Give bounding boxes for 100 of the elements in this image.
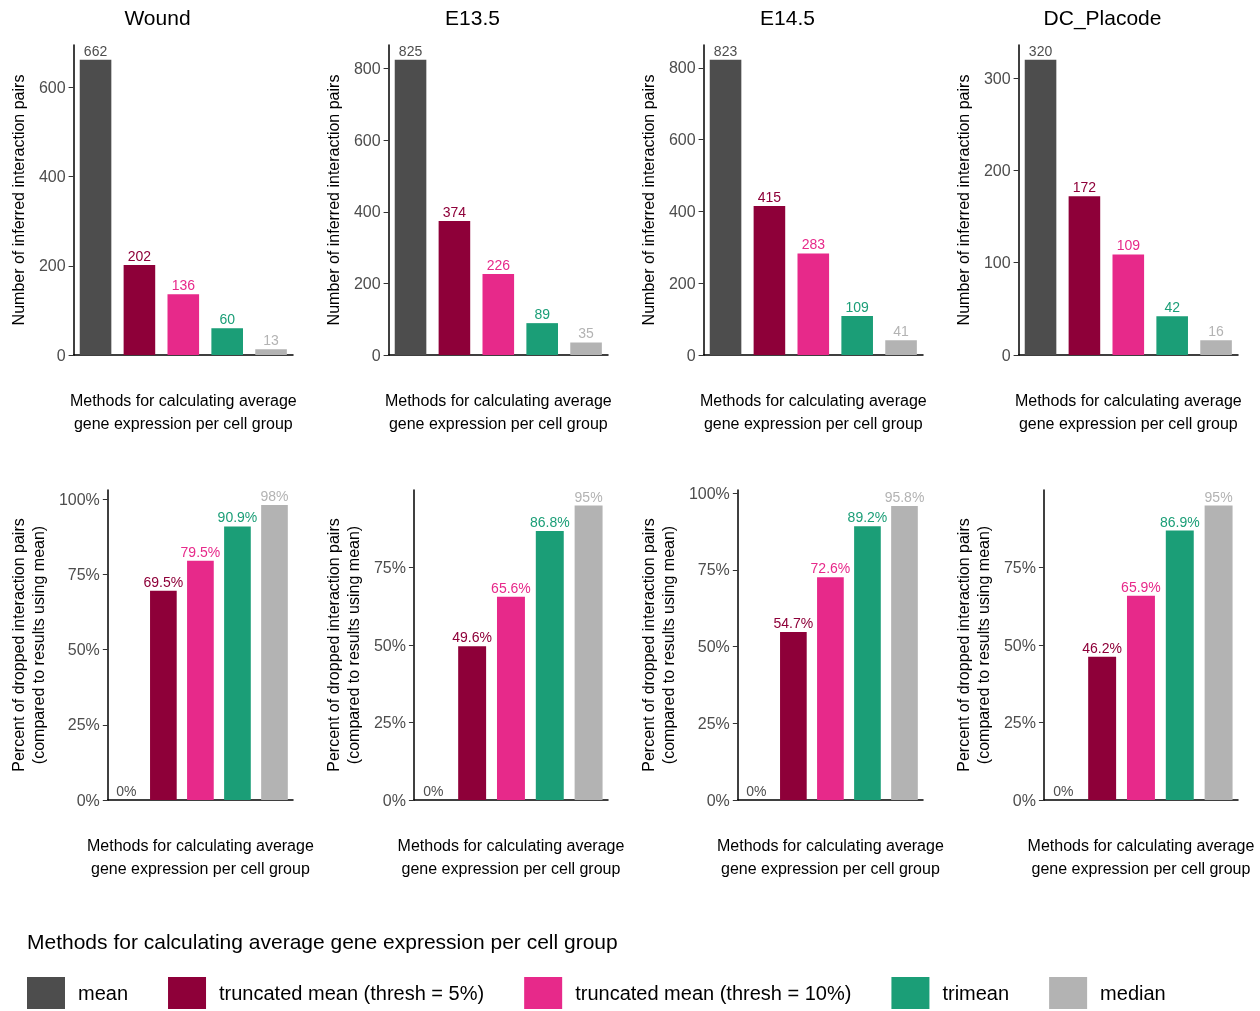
x-axis-title: Methods for calculating average gene expression per cell group xyxy=(397,837,625,877)
chart-title: E13.5 xyxy=(445,6,500,29)
y-tick-label: 25% xyxy=(697,714,730,732)
y-axis-title: Number of inferred interaction pairs xyxy=(9,74,27,326)
x-axis-title: Methods for calculating average gene expression per cell group xyxy=(1027,837,1255,877)
data-label: 374 xyxy=(442,204,467,221)
data-label: 0% xyxy=(116,783,137,799)
y-tick-label: 75% xyxy=(697,561,730,579)
legend-label: trimean xyxy=(942,982,1010,1004)
y-tick-label: 0 xyxy=(56,346,66,364)
y-tick-label: 400 xyxy=(353,203,381,221)
y-axis-title: Number of inferred interaction pairs xyxy=(639,74,657,326)
y-tick-label: 0 xyxy=(686,346,696,364)
data-label: 69.5% xyxy=(143,573,184,590)
data-label: 0% xyxy=(423,783,444,799)
data-label: 95% xyxy=(1204,488,1233,505)
data-label: 89 xyxy=(534,306,551,323)
data-label: 172 xyxy=(1072,179,1097,196)
chart-title: E14.5 xyxy=(760,6,815,29)
data-label: 226 xyxy=(486,257,511,274)
legend-label: median xyxy=(1100,982,1166,1004)
data-label: 109 xyxy=(1116,237,1141,254)
data-label: 79.5% xyxy=(180,543,221,560)
data-label: 60 xyxy=(219,311,236,328)
y-tick-label: 75% xyxy=(373,559,406,576)
data-label: 662 xyxy=(83,42,108,59)
legend-label: truncated mean (thresh = 5%) xyxy=(219,982,485,1004)
y-tick-label: 100 xyxy=(983,254,1011,272)
legend-label: truncated mean (thresh = 10%) xyxy=(575,982,852,1004)
data-label: 95.8% xyxy=(884,488,925,505)
data-label: 86.8% xyxy=(529,513,570,530)
data-label: 72.6% xyxy=(810,560,851,577)
data-label: 136 xyxy=(171,277,196,294)
data-label: 46.2% xyxy=(1082,639,1122,656)
data-label: 415 xyxy=(757,189,782,206)
y-tick-label: 50% xyxy=(1003,636,1036,654)
y-tick-label: 200 xyxy=(353,274,381,292)
data-label: 86.9% xyxy=(1159,513,1200,530)
y-tick-label: 0% xyxy=(706,791,730,809)
y-tick-label: 100% xyxy=(58,490,100,508)
data-label: 13 xyxy=(263,332,280,349)
y-tick-label: 200 xyxy=(668,274,696,292)
y-tick-label: 400 xyxy=(668,202,696,220)
y-tick-label: 75% xyxy=(1003,559,1036,576)
y-tick-label: 50% xyxy=(67,641,100,659)
data-label: 35 xyxy=(578,325,595,342)
y-tick-label: 0 xyxy=(371,346,381,364)
y-tick-label: 800 xyxy=(353,60,381,78)
chart-title: DC_Placode xyxy=(1043,6,1162,30)
y-axis-title: Percent of dropped interaction pairs (compared to results using mean) xyxy=(9,518,47,772)
data-label: 320 xyxy=(1028,42,1053,59)
y-axis-title: Number of inferred interaction pairs xyxy=(324,74,342,326)
data-label: 0% xyxy=(1053,783,1074,799)
data-label: 823 xyxy=(713,42,738,59)
data-label: 65.9% xyxy=(1121,578,1161,595)
y-tick-label: 200 xyxy=(38,257,66,275)
y-tick-label: 25% xyxy=(1003,714,1036,731)
data-label: 89.2% xyxy=(847,509,888,526)
y-tick-label: 800 xyxy=(668,59,696,77)
legend-title: Methods for calculating average gene expression per cell group xyxy=(27,930,618,953)
y-axis-title: Percent of dropped interaction pairs (compared to results using mean) xyxy=(324,518,362,772)
y-tick-label: 0% xyxy=(382,791,406,809)
data-label: 41 xyxy=(893,323,910,340)
data-label: 202 xyxy=(127,247,152,264)
x-axis-title: Methods for calculating average gene expression per cell group xyxy=(87,837,314,877)
data-label: 109 xyxy=(845,298,870,315)
data-label: 16 xyxy=(1208,323,1225,340)
x-axis-title: Methods for calculating average gene expression per cell group xyxy=(384,392,612,432)
data-label: 98% xyxy=(260,488,289,505)
y-tick-label: 400 xyxy=(38,168,66,186)
y-axis-title: Percent of dropped interaction pairs (compared to results using mean) xyxy=(639,518,677,772)
x-axis-title: Methods for calculating average gene expression per cell group xyxy=(1014,392,1242,432)
data-label: 54.7% xyxy=(773,615,814,632)
x-axis-title: Methods for calculating average gene expression per cell group xyxy=(699,392,927,432)
y-tick-label: 25% xyxy=(373,714,406,731)
y-tick-label: 600 xyxy=(38,78,66,96)
y-tick-label: 25% xyxy=(67,716,100,734)
y-axis-title: Number of inferred interaction pairs xyxy=(954,74,972,326)
x-axis-title: Methods for calculating average gene expression per cell group xyxy=(69,392,297,432)
legend-label: mean xyxy=(78,982,129,1004)
y-tick-label: 600 xyxy=(353,131,381,149)
data-label: 42 xyxy=(1164,299,1181,316)
y-tick-label: 300 xyxy=(983,69,1011,87)
data-label: 95% xyxy=(574,488,603,505)
data-label: 0% xyxy=(746,783,767,799)
y-axis-title: Percent of dropped interaction pairs (compared to results using mean) xyxy=(954,518,992,772)
data-label: 49.6% xyxy=(452,629,492,646)
y-tick-label: 75% xyxy=(67,565,100,583)
chart-title: Wound xyxy=(124,6,191,29)
y-tick-label: 600 xyxy=(668,131,696,149)
data-label: 65.6% xyxy=(491,579,531,596)
data-label: 90.9% xyxy=(217,509,258,526)
y-tick-label: 100% xyxy=(688,484,730,502)
data-label: 283 xyxy=(801,236,826,253)
y-tick-label: 200 xyxy=(983,161,1011,179)
y-tick-label: 50% xyxy=(373,636,406,654)
data-label: 825 xyxy=(398,42,423,59)
y-tick-label: 0% xyxy=(1012,791,1036,809)
y-tick-label: 50% xyxy=(697,638,730,656)
y-tick-label: 0% xyxy=(76,791,100,809)
